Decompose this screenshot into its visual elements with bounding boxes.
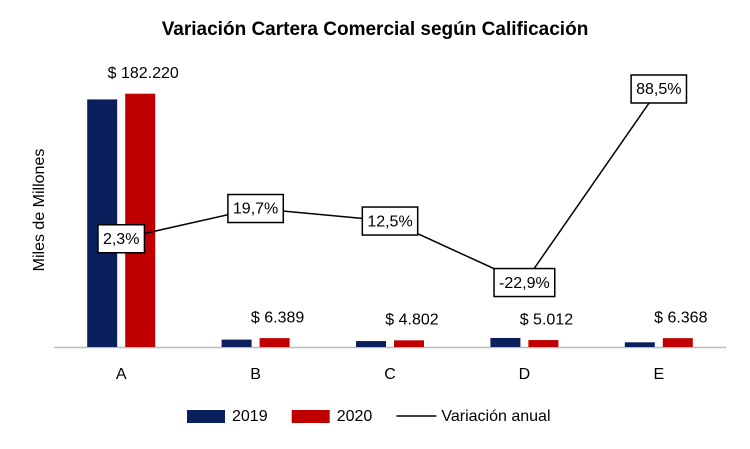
bar	[259, 338, 290, 347]
line-label-box	[361, 206, 419, 236]
line-label-box	[630, 74, 688, 104]
legend-swatch	[291, 410, 330, 423]
bar	[125, 93, 156, 347]
bar	[394, 340, 424, 347]
x-tick-label: B	[250, 366, 261, 383]
x-tick-label: A	[116, 366, 127, 383]
bar	[87, 99, 118, 347]
value-label: $ 6.389	[251, 309, 304, 326]
legend-label: 2020	[337, 408, 373, 425]
x-tick-label: C	[384, 366, 396, 383]
value-label: $ 182.220	[108, 65, 179, 82]
line-label: 12,5%	[367, 213, 412, 230]
value-label: $ 4.802	[385, 312, 438, 329]
bar	[528, 340, 559, 347]
bar	[356, 341, 386, 347]
line-label: 19,7%	[233, 201, 278, 218]
y-axis-label: Miles de Millones	[31, 149, 48, 272]
line-label-box	[97, 224, 146, 254]
x-tick-label: D	[519, 366, 531, 383]
bar	[221, 339, 252, 347]
legend-label: 2019	[232, 408, 268, 425]
line-label: 2,3%	[103, 231, 139, 248]
value-label: $ 5.012	[520, 311, 573, 328]
line-label: -22,9%	[499, 275, 550, 292]
value-label: $ 6.368	[654, 309, 707, 326]
line-label: 88,5%	[636, 81, 681, 98]
x-tick-label: E	[653, 366, 664, 383]
bar	[662, 338, 693, 347]
chart-title: Variación Cartera Comercial según Califi…	[162, 19, 589, 40]
legend-label: Variación anual	[441, 408, 550, 425]
line-label-box	[493, 267, 556, 298]
line-label-box	[227, 193, 285, 224]
legend-swatch	[187, 410, 225, 423]
bar	[490, 337, 521, 347]
bar	[624, 342, 655, 347]
